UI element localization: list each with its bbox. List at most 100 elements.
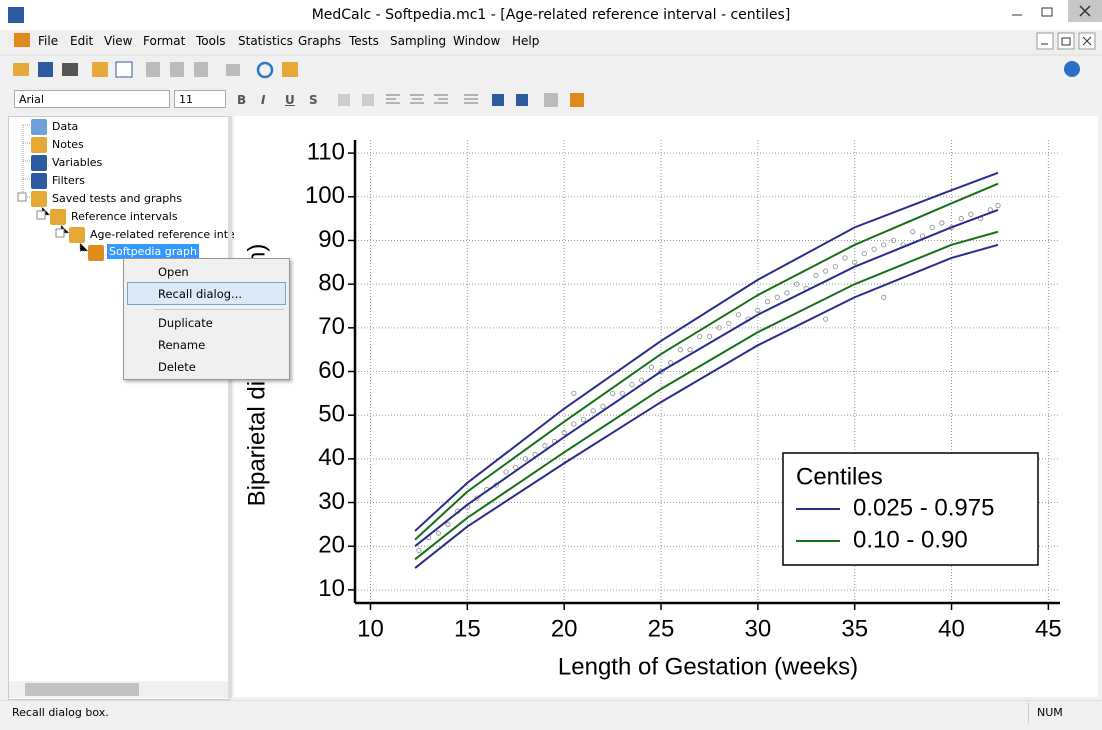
curve bbox=[414, 208, 999, 548]
tree-item[interactable]: Saved tests and graphs bbox=[52, 192, 182, 205]
doc-icon bbox=[14, 33, 30, 47]
menu-item[interactable]: Window bbox=[453, 34, 501, 48]
data-point bbox=[416, 547, 422, 554]
menu-option[interactable]: Delete bbox=[158, 360, 196, 374]
data-point bbox=[784, 290, 790, 296]
x-tick-label: 45 bbox=[1035, 615, 1062, 642]
data-point bbox=[658, 368, 664, 375]
maximize[interactable] bbox=[1041, 7, 1053, 17]
menu-item[interactable]: Graphs bbox=[298, 34, 342, 48]
data-point bbox=[561, 430, 567, 436]
scroll-thumb[interactable] bbox=[25, 683, 139, 696]
mdi-controls[interactable] bbox=[1036, 32, 1098, 50]
data-point bbox=[735, 312, 742, 318]
font-select[interactable]: Arial bbox=[14, 90, 170, 108]
data-point bbox=[968, 211, 974, 217]
menu-item[interactable]: Statistics bbox=[238, 34, 293, 48]
window-controls[interactable] bbox=[1000, 0, 1102, 24]
data-point bbox=[793, 281, 800, 287]
data-point bbox=[435, 530, 441, 536]
data-point bbox=[474, 495, 480, 501]
menu-item[interactable]: Format bbox=[143, 34, 186, 48]
tree-item[interactable]: Reference intervals bbox=[71, 210, 178, 223]
data-point bbox=[706, 333, 713, 340]
underline-button[interactable]: U bbox=[285, 93, 295, 107]
data-point bbox=[619, 390, 625, 396]
menu-item[interactable]: File bbox=[38, 34, 59, 48]
x-axis-label: Length of Gestation (weeks) bbox=[558, 653, 858, 680]
menu-item[interactable]: Tools bbox=[196, 34, 226, 48]
status-message: Recall dialog box. bbox=[12, 706, 109, 719]
x-tick-label: 20 bbox=[551, 615, 578, 642]
y-tick-label: 70 bbox=[318, 313, 345, 340]
menu-item[interactable]: Sampling bbox=[390, 34, 447, 48]
icon bbox=[50, 209, 66, 225]
icon bbox=[31, 119, 47, 135]
menu-option[interactable]: Open bbox=[158, 265, 189, 279]
menu-option[interactable]: Rename bbox=[158, 338, 206, 352]
x-tick-label: 25 bbox=[648, 615, 675, 642]
context-menu: Open Recall dialog... Duplicate Rename D… bbox=[123, 258, 290, 380]
curve bbox=[414, 230, 999, 561]
tree-lines bbox=[17, 124, 88, 252]
curve bbox=[414, 171, 999, 532]
toolbar-buttons[interactable] bbox=[13, 61, 1080, 79]
data-point bbox=[580, 416, 587, 423]
icon bbox=[88, 245, 104, 261]
tree-item[interactable]: Notes bbox=[52, 138, 84, 151]
app-icon bbox=[8, 7, 24, 23]
data-point bbox=[939, 220, 945, 226]
icon bbox=[31, 173, 47, 189]
data-point bbox=[503, 469, 509, 475]
x-tick-label: 10 bbox=[357, 615, 384, 642]
y-tick-label: 80 bbox=[318, 269, 345, 296]
menu-item[interactable]: Help bbox=[512, 34, 540, 48]
italic-button[interactable]: I bbox=[261, 93, 266, 107]
data-point bbox=[823, 316, 829, 322]
y-tick-label: 60 bbox=[318, 357, 345, 384]
format-icons[interactable] bbox=[330, 88, 600, 112]
x-tick-label: 35 bbox=[841, 615, 868, 642]
data-point bbox=[445, 521, 451, 527]
data-point bbox=[639, 377, 645, 383]
icon bbox=[31, 137, 47, 153]
tree-item-selected[interactable]: Softpedia graph bbox=[107, 244, 199, 259]
tree-item[interactable]: Variables bbox=[52, 156, 103, 169]
legend-label: 0.025 - 0.975 bbox=[853, 494, 994, 521]
icon bbox=[31, 191, 47, 207]
separator bbox=[154, 309, 284, 310]
menu-item[interactable]: View bbox=[104, 34, 133, 48]
size-select[interactable]: 11 bbox=[174, 90, 226, 108]
menu-item[interactable]: Tests bbox=[349, 34, 379, 48]
menu-item[interactable]: Edit bbox=[70, 34, 94, 48]
data-point bbox=[764, 299, 771, 305]
splitter[interactable] bbox=[228, 116, 232, 698]
data-point bbox=[590, 408, 596, 414]
y-tick-label: 110 bbox=[307, 138, 345, 165]
data-point bbox=[813, 272, 819, 279]
y-tick-label: 30 bbox=[318, 488, 345, 515]
highlight bbox=[127, 282, 286, 305]
data-point bbox=[995, 202, 1001, 209]
data-point bbox=[522, 456, 529, 462]
bold-button[interactable]: B bbox=[237, 93, 247, 107]
curve bbox=[414, 182, 999, 541]
data-point bbox=[629, 382, 635, 388]
menu-option[interactable]: Duplicate bbox=[158, 316, 213, 330]
data-point bbox=[600, 403, 606, 410]
data-point bbox=[910, 229, 916, 235]
curve bbox=[414, 243, 999, 569]
tree-item[interactable]: Filters bbox=[52, 174, 85, 187]
tree-item[interactable]: Data bbox=[52, 120, 79, 133]
menu-option[interactable]: Recall dialog... bbox=[158, 287, 243, 301]
data-point bbox=[852, 259, 858, 265]
h-scrollbar[interactable] bbox=[9, 681, 229, 698]
strike-button[interactable]: S bbox=[309, 93, 318, 107]
y-tick-label: 100 bbox=[305, 182, 345, 209]
tree-item[interactable]: Age-related reference interval bbox=[90, 228, 256, 241]
legend-title: Centiles bbox=[796, 463, 883, 490]
data-point bbox=[687, 347, 693, 353]
x-tick-label: 15 bbox=[454, 615, 481, 642]
